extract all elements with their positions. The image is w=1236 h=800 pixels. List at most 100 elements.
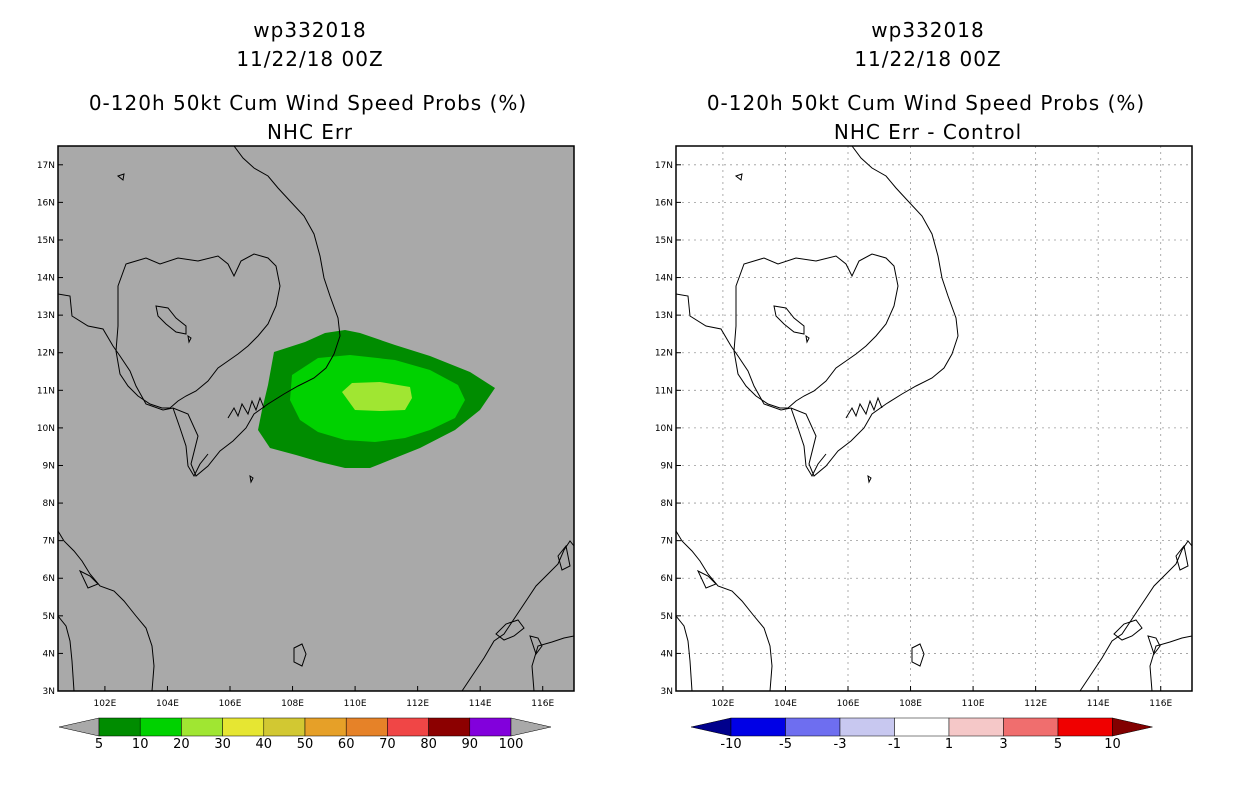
lat-tick-label: 4N (43, 649, 55, 659)
left-datetime: 11/22/18 00Z (236, 47, 384, 71)
colorbar-label: 100 (499, 737, 524, 752)
lat-tick-label: 9N (661, 461, 673, 471)
colorbar-label: -5 (779, 737, 792, 752)
colorbar-label: 20 (173, 737, 190, 752)
lon-tick-label: 104E (774, 699, 797, 709)
lon-tick-label: 106E (219, 699, 242, 709)
left-map-panel: 102E 104E 106E 108E 110E 112E 114E 116E 3N 4N 5N 6N… (37, 145, 575, 709)
colorbar-segment (304, 717, 347, 737)
lon-tick-label: 102E (93, 699, 116, 709)
lon-tick-label: 116E (1149, 699, 1172, 709)
colorbar-segment (1003, 717, 1059, 737)
colorbar-segment (948, 717, 1004, 737)
colorbar-label: -10 (720, 737, 741, 752)
lat-tick-label: 10N (655, 424, 673, 434)
lat-tick-label: 15N (37, 236, 55, 246)
lat-tick-label: 6N (661, 574, 673, 584)
colorbar-label: 40 (256, 737, 273, 752)
lat-tick-label: 12N (37, 349, 55, 359)
colorbar-label: 90 (462, 737, 479, 752)
colorbar-label: 1 (945, 737, 953, 752)
lat-tick-label: 11N (37, 386, 55, 396)
colorbar-left-arrow (58, 717, 100, 737)
colorbar-segment (428, 717, 471, 737)
colorbar-label: 50 (297, 737, 314, 752)
lat-tick-label: 10N (37, 424, 55, 434)
lat-tick-label: 5N (43, 612, 55, 622)
lat-tick-label: 17N (655, 161, 673, 171)
lat-tick-label: 16N (655, 198, 673, 208)
colorbar-label: 70 (379, 737, 396, 752)
lon-tick-label: 110E (344, 699, 367, 709)
lat-tick-label: 13N (37, 311, 55, 321)
colorbar-label: 5 (1054, 737, 1062, 752)
lat-tick-label: 8N (43, 499, 55, 509)
colorbar-label: 3 (999, 737, 1007, 752)
lat-tick-label: 7N (661, 537, 673, 547)
left-storm-id: wp332018 (253, 18, 367, 42)
colorbar-segment (469, 717, 512, 737)
lat-tick-label: 16N (37, 198, 55, 208)
right-storm-id: wp332018 (871, 18, 985, 42)
colorbar-segment (98, 717, 141, 737)
lat-tick-label: 8N (661, 499, 673, 509)
right-title: 0-120h 50kt Cum Wind Speed Probs (%) (706, 91, 1146, 115)
colorbar-label: 5 (95, 737, 103, 752)
lon-tick-label: 112E (1024, 699, 1047, 709)
colorbar-segment (181, 717, 223, 737)
probability-colorbar: 5 10 20 30 40 50 60 70 80 90 100 (58, 717, 552, 752)
lon-tick-label: 116E (531, 699, 554, 709)
lat-tick-label: 9N (43, 461, 55, 471)
right-map-background (676, 146, 1192, 691)
right-subtitle: NHC Err - Control (833, 120, 1023, 144)
left-axis-ticks: 102E 104E 106E 108E 110E 112E 114E 116E 3N 4N 5N 6N… (37, 161, 555, 709)
right-datetime: 11/22/18 00Z (854, 47, 1002, 71)
colorbar-segment (839, 717, 895, 737)
colorbar-label: -1 (888, 737, 901, 752)
colorbar-left-arrow (690, 717, 732, 737)
colorbar-label: 60 (338, 737, 355, 752)
lon-tick-label: 108E (281, 699, 304, 709)
difference-colorbar: -10 -5 -3 -1 1 3 5 10 (690, 717, 1153, 752)
lon-tick-label: 102E (711, 699, 734, 709)
lat-tick-label: 11N (655, 386, 673, 396)
colorbar-segment (894, 717, 950, 737)
colorbar-segment (1057, 717, 1113, 737)
colorbar-segment (222, 717, 265, 737)
colorbar-segment (387, 717, 429, 737)
lat-tick-label: 15N (655, 236, 673, 246)
colorbar-right-arrow (510, 717, 552, 737)
colorbar-label: 10 (132, 737, 149, 752)
lat-tick-label: 7N (43, 537, 55, 547)
lon-tick-label: 112E (406, 699, 429, 709)
lon-tick-label: 108E (899, 699, 922, 709)
lon-tick-label: 104E (156, 699, 179, 709)
lat-tick-label: 6N (43, 574, 55, 584)
lon-tick-label: 114E (469, 699, 492, 709)
lon-tick-label: 110E (962, 699, 985, 709)
right-axis-ticks: 102E 104E 106E 108E 110E 112E 114E 116E 3N 4N 5N 6N… (655, 161, 1173, 709)
colorbar-segment (345, 717, 388, 737)
lat-tick-label: 5N (661, 612, 673, 622)
lat-tick-label: 3N (661, 687, 673, 697)
contour-20pct (342, 382, 412, 411)
colorbar-segment (785, 717, 841, 737)
lon-tick-label: 106E (837, 699, 860, 709)
colorbar-label: -3 (834, 737, 847, 752)
lat-tick-label: 14N (655, 274, 673, 284)
colorbar-segment (263, 717, 306, 737)
left-title: 0-120h 50kt Cum Wind Speed Probs (%) (88, 91, 528, 115)
colorbar-label: 10 (1104, 737, 1121, 752)
lon-tick-label: 114E (1087, 699, 1110, 709)
right-map-panel: 102E 104E 106E 108E 110E 112E 114E 116E 3N 4N 5N 6N… (655, 145, 1193, 709)
left-probability-contours (258, 330, 495, 468)
lat-tick-label: 4N (661, 649, 673, 659)
lat-tick-label: 3N (43, 687, 55, 697)
colorbar-label: 80 (420, 737, 437, 752)
colorbar-segment (730, 717, 786, 737)
colorbar-label: 30 (214, 737, 231, 752)
lat-tick-label: 14N (37, 274, 55, 284)
lat-tick-label: 12N (655, 349, 673, 359)
left-subtitle: NHC Err (266, 120, 354, 144)
